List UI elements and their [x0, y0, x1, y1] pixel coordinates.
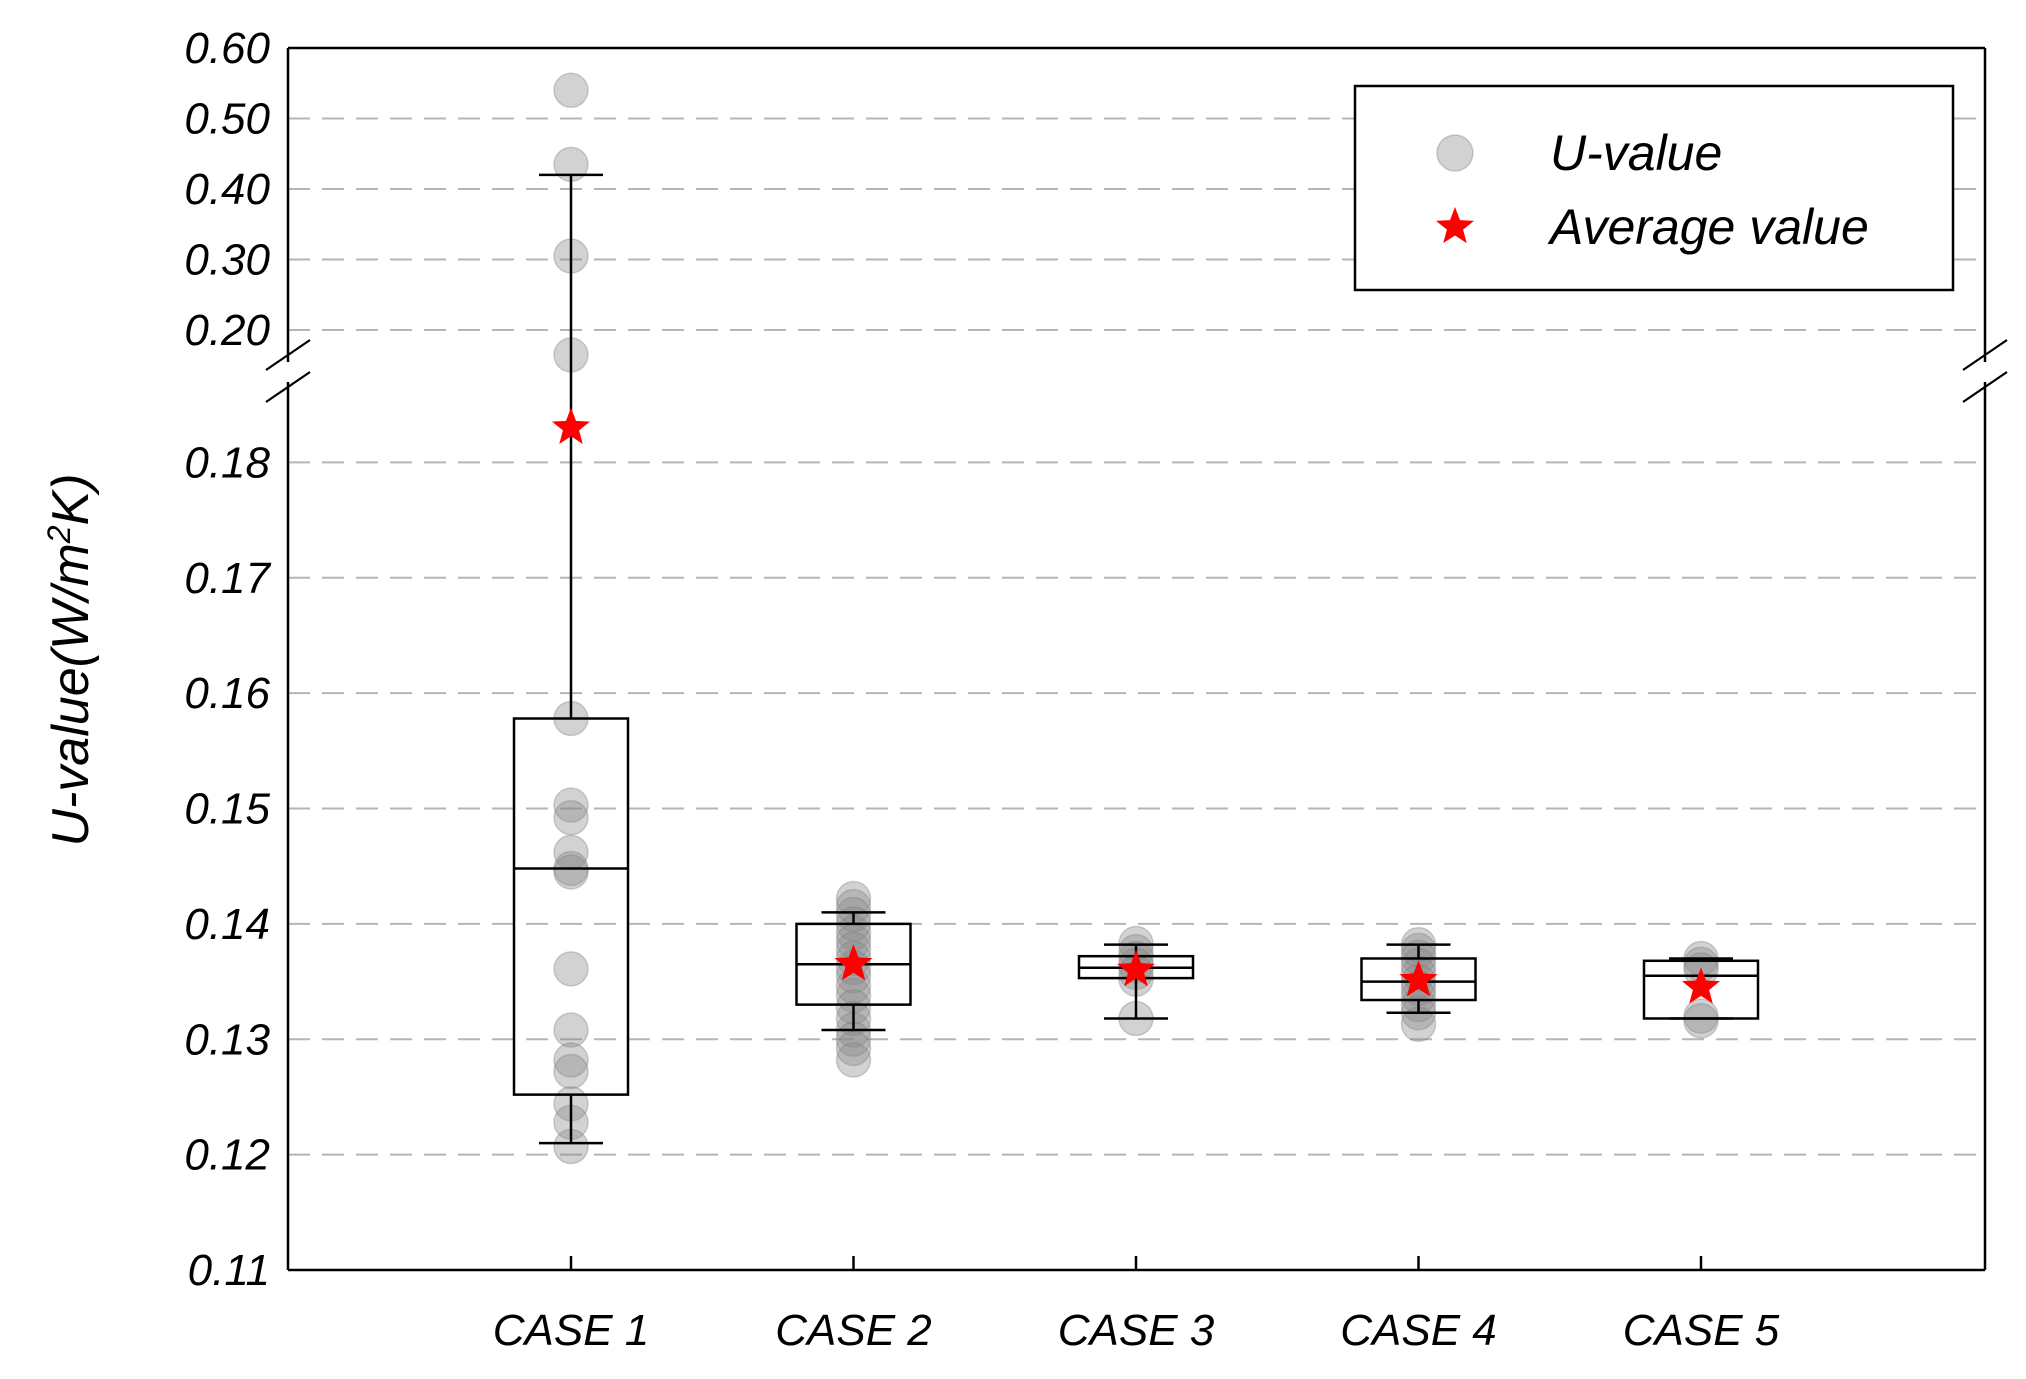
average-star	[834, 944, 873, 981]
u-value-point	[553, 787, 589, 823]
average-layer	[551, 407, 1721, 1004]
u-value-point	[553, 799, 589, 836]
u-value-point	[835, 1042, 872, 1078]
average-star	[1681, 967, 1721, 1004]
x-tick-label: CASE 5	[1623, 1306, 1780, 1355]
axis-break-mark	[1962, 371, 2008, 403]
legend-label: U-value	[1550, 125, 1722, 181]
y-axis-title-tail: K)	[42, 473, 100, 525]
box-1	[512, 173, 630, 1145]
u-value-point	[553, 951, 589, 987]
axis-break-mark	[1962, 339, 2008, 371]
y-axis-title: U-value(W/m2K)	[41, 473, 100, 846]
x-tick-label: CASE 2	[775, 1306, 932, 1355]
legend-circle-icon	[1436, 134, 1474, 172]
average-star	[1116, 950, 1156, 987]
y-tick-label: 0.16	[184, 669, 270, 718]
u-value-point	[553, 1042, 589, 1078]
average-star	[551, 407, 591, 444]
y-axis-title-main: U-value(W/m	[42, 543, 100, 846]
y-tick-label: 0.11	[188, 1246, 270, 1295]
axis-layer: 0.11 0.12 0.13 0.14 0.15 0.16 0.17 0.18 0.20 0.30…	[41, 24, 2008, 1355]
u-value-point	[1683, 1003, 1719, 1039]
u-value-point	[1683, 998, 1719, 1034]
axis-break-gap	[1979, 362, 1991, 382]
y-tick-label: 0.40	[184, 165, 270, 214]
iqr-box	[1642, 959, 1760, 1020]
legend-star-icon	[1435, 207, 1475, 244]
u-value-point	[553, 1012, 589, 1048]
axis-break-mark	[265, 371, 311, 403]
legend-box	[1353, 84, 1955, 292]
iqr-box	[512, 717, 630, 1096]
u-value-point	[553, 1053, 589, 1090]
y-axis-title-superscript: 2	[41, 525, 77, 544]
u-value-point	[553, 72, 589, 109]
x-tick-label: CASE 4	[1340, 1306, 1497, 1355]
y-tick-label: 0.17	[184, 554, 271, 603]
y-tick-label: 0.30	[184, 236, 270, 285]
x-tick-label: CASE 1	[493, 1306, 650, 1355]
y-tick-label: 0.50	[184, 95, 270, 144]
y-tick-label: 0.20	[184, 306, 270, 355]
u-value-point	[553, 854, 589, 890]
y-tick-label: 0.18	[184, 438, 270, 487]
axis-break-mark	[265, 339, 311, 371]
y-tick-label: 0.15	[184, 785, 270, 834]
u-value-point	[835, 1030, 872, 1067]
legend-label: Average value	[1547, 199, 1869, 255]
y-tick-label: 0.12	[184, 1131, 270, 1180]
axis-break-gap	[282, 362, 294, 382]
y-tick-label: 0.14	[184, 900, 270, 949]
y-tick-label: 0.13	[184, 1015, 270, 1064]
average-star	[1399, 960, 1438, 997]
legend: U-value Average value	[1353, 84, 1955, 292]
iqr-box	[1360, 957, 1477, 1002]
x-tick-label: CASE 3	[1058, 1306, 1215, 1355]
y-tick-label: 0.60	[184, 24, 270, 73]
